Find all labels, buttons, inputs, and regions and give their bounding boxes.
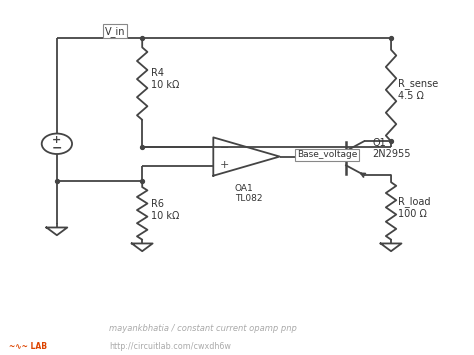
Text: −: − [219, 143, 229, 153]
Text: −: − [52, 141, 62, 154]
Text: V_in: V_in [105, 26, 126, 37]
Text: http://circuitlab.com/cwxdh6w: http://circuitlab.com/cwxdh6w [109, 342, 231, 351]
Text: ~∿~ LAB: ~∿~ LAB [9, 342, 47, 351]
Text: OA1
TL082: OA1 TL082 [235, 184, 262, 203]
Text: R6
10 kΩ: R6 10 kΩ [151, 199, 179, 221]
Text: R_load
100 Ω: R_load 100 Ω [398, 196, 431, 219]
Text: +: + [52, 135, 62, 145]
Text: R4
10 kΩ: R4 10 kΩ [151, 68, 179, 90]
Text: mayankbhatia / constant current opamp pnp: mayankbhatia / constant current opamp pn… [109, 324, 297, 333]
Text: +: + [219, 160, 229, 170]
Text: CIRCUIT: CIRCUIT [9, 324, 50, 333]
Text: Q1
2N2955: Q1 2N2955 [372, 138, 410, 159]
Text: R_sense
4.5 Ω: R_sense 4.5 Ω [398, 78, 438, 101]
Text: Base_voltage: Base_voltage [297, 151, 357, 159]
